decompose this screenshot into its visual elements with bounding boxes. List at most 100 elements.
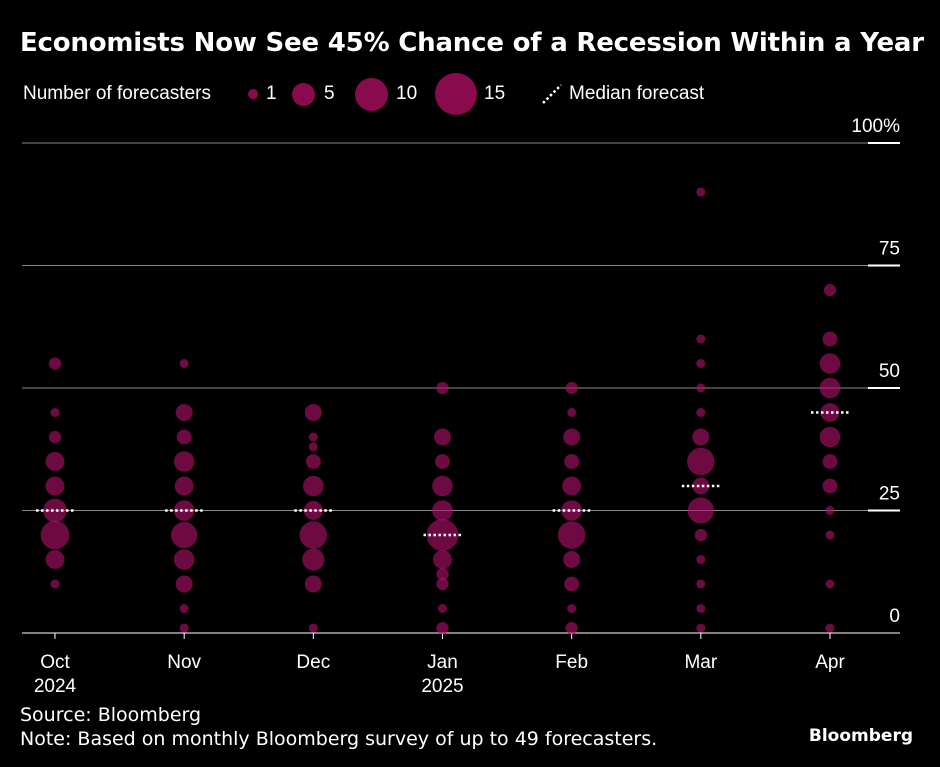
data-bubble (433, 550, 452, 569)
data-bubble (438, 604, 447, 613)
data-bubble (308, 432, 318, 442)
data-bubble (432, 500, 453, 521)
data-bubble (175, 575, 193, 593)
data-bubble (173, 451, 195, 472)
data-bubble (303, 501, 323, 520)
x-tick-label: Jan (427, 652, 458, 673)
data-bubble (45, 476, 65, 496)
legend-median-label: Median forecast (569, 83, 705, 104)
y-tick-label: 75 (879, 239, 900, 260)
data-bubble (176, 429, 192, 445)
data-bubble (48, 430, 62, 444)
data-bubble (687, 497, 714, 524)
y-tick-label: 25 (879, 484, 900, 505)
data-bubble (435, 454, 450, 469)
data-bubble (48, 357, 62, 370)
data-bubble (696, 604, 706, 613)
data-bubble (304, 575, 322, 593)
data-bubble (304, 404, 322, 421)
data-bubble (308, 623, 318, 633)
data-bubble (822, 478, 838, 494)
data-bubble (45, 550, 65, 569)
data-bubble (299, 521, 328, 549)
chart-title: Economists Now See 45% Chance of a Reces… (20, 28, 924, 58)
data-bubble (565, 381, 578, 395)
data-bubble (432, 475, 453, 497)
data-bubble (825, 506, 835, 515)
legend-median-icon (542, 84, 562, 104)
data-bubble (564, 454, 580, 469)
data-bubble (819, 426, 841, 448)
data-bubble (696, 408, 706, 417)
data-bubble (179, 604, 189, 613)
legend-bubble-1 (248, 89, 258, 99)
data-bubble (823, 283, 837, 297)
legend: Number of forecasters 1 5 10 15 Median f… (23, 73, 923, 117)
data-bubble (179, 623, 189, 633)
legend-bubble-10 (355, 78, 388, 111)
bloomberg-logo: Bloomberg (808, 726, 913, 746)
data-bubble (694, 528, 707, 542)
data-bubble (173, 500, 195, 521)
data-bubble (426, 519, 459, 551)
data-bubble (173, 549, 195, 570)
x-tick-year: 2025 (421, 676, 463, 697)
y-tick-label: 0 (889, 606, 900, 627)
data-bubble (822, 331, 838, 347)
x-tick-label: Feb (555, 652, 588, 673)
x-tick-label: Mar (684, 652, 717, 673)
x-tick-year: 2024 (34, 676, 77, 697)
data-bubble (820, 403, 840, 422)
data-bubble (436, 577, 449, 591)
data-bubble (696, 334, 706, 344)
data-bubble (175, 404, 193, 421)
data-bubble (687, 447, 715, 476)
data-bubble (174, 476, 194, 496)
x-tick-label: Apr (815, 652, 845, 673)
data-bubble (819, 377, 841, 399)
data-bubble (696, 579, 706, 589)
data-bubble (302, 548, 325, 571)
legend-size-10: 10 (396, 83, 418, 104)
legend-bubble-15 (435, 73, 477, 115)
data-bubble (692, 477, 710, 495)
x-tick-label: Nov (167, 652, 201, 673)
data-bubble (562, 476, 582, 496)
legend-size-15: 15 (484, 83, 506, 104)
data-bubble (45, 452, 65, 471)
data-bubble (40, 520, 70, 550)
legend-size-1: 1 (266, 83, 277, 104)
data-bubble (567, 408, 577, 417)
source-text: Source: Bloomberg (20, 704, 202, 726)
y-tick-label: 50 (879, 361, 900, 382)
data-bubble (50, 579, 60, 589)
data-bubble (305, 454, 321, 469)
data-bubble (436, 381, 449, 395)
data-bubble (696, 187, 706, 197)
data-bubble (825, 579, 835, 589)
data-bubble (696, 383, 706, 393)
x-tick-label: Dec (296, 652, 330, 673)
data-bubble (564, 576, 580, 592)
legend-bubble-5 (292, 83, 315, 106)
data-bubble (171, 521, 198, 549)
data-bubble (308, 442, 318, 452)
data-bubble (303, 475, 324, 497)
data-bubble (561, 500, 582, 521)
legend-size-label: Number of forecasters (23, 83, 211, 104)
data-bubble (43, 498, 67, 523)
data-bubble (692, 428, 710, 446)
data-bubble (563, 551, 581, 568)
data-bubble (696, 555, 706, 564)
data-bubble (825, 623, 835, 633)
y-tick-label: 100% (851, 116, 900, 137)
data-bubble (696, 359, 706, 368)
data-bubble (436, 568, 449, 581)
data-bubble (825, 530, 835, 540)
data-bubble (50, 408, 60, 417)
data-bubble (565, 621, 578, 635)
data-bubble (563, 428, 581, 446)
data-bubble (557, 521, 586, 549)
data-bubble (696, 623, 706, 633)
